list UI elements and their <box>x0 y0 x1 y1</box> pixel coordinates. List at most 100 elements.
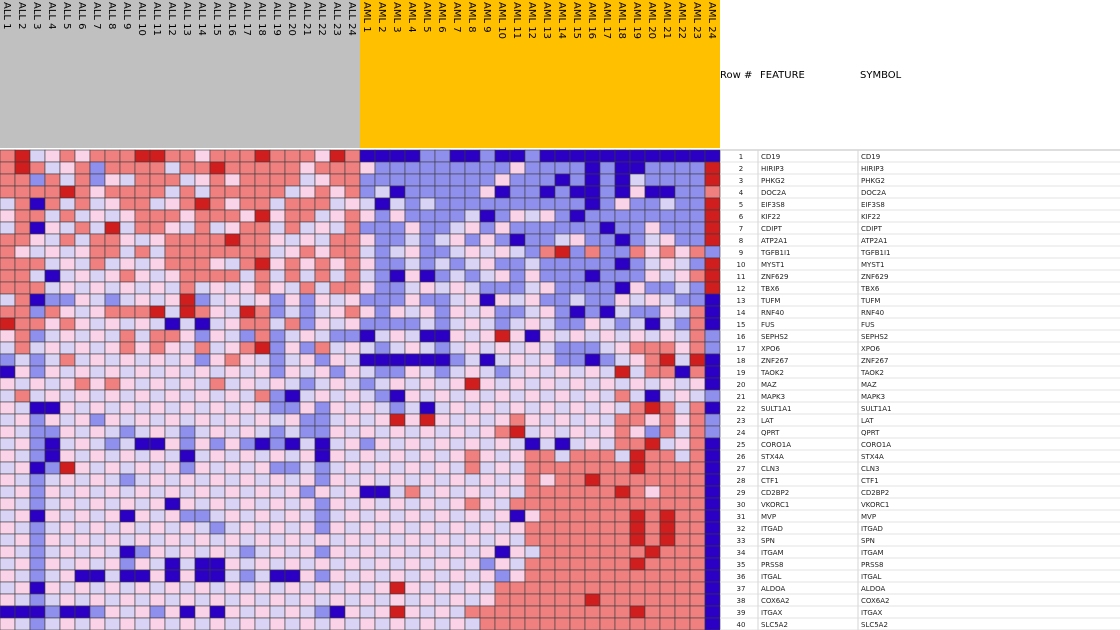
column-label: AML 19 <box>631 2 642 39</box>
symbol-name: VKORC1 <box>861 501 889 509</box>
heatmap-cell <box>524 305 541 319</box>
heatmap-cell <box>194 221 211 235</box>
heatmap-cell <box>584 293 601 307</box>
heatmap-cell <box>584 221 601 235</box>
heatmap-cell <box>29 173 46 187</box>
heatmap-cell <box>509 449 526 463</box>
heatmap-cell <box>344 425 361 439</box>
heatmap-cell <box>389 317 406 331</box>
heatmap-cell <box>629 389 646 403</box>
heatmap-cell <box>689 509 706 523</box>
heatmap-cell <box>239 341 256 355</box>
heatmap-cell <box>329 617 346 630</box>
heatmap-cell <box>0 353 16 367</box>
heatmap-cell <box>119 221 136 235</box>
heatmap-cell <box>314 569 331 583</box>
heatmap-cell <box>539 161 556 175</box>
column-label: ALL 9 <box>121 2 132 30</box>
heatmap-cell <box>524 593 541 607</box>
heatmap-cell <box>284 605 301 619</box>
heatmap-cell <box>29 617 46 630</box>
heatmap-cell <box>449 365 466 379</box>
heatmap-cell <box>164 581 181 595</box>
heatmap-cell <box>374 533 391 547</box>
heatmap-cell <box>104 401 121 415</box>
heatmap-cell <box>209 221 226 235</box>
heatmap-cell <box>449 545 466 559</box>
heatmap-cell <box>89 305 106 319</box>
heatmap-cell <box>329 605 346 619</box>
heatmap-cell <box>689 485 706 499</box>
heatmap-cell <box>464 197 481 211</box>
heatmap-cell <box>224 533 241 547</box>
heatmap-cell <box>104 605 121 619</box>
heatmap-cell <box>359 257 376 271</box>
heatmap-cell <box>569 245 586 259</box>
heatmap-cell <box>674 593 691 607</box>
heatmap-cell <box>0 581 16 595</box>
heatmap-cell <box>704 221 721 235</box>
heatmap-cell <box>359 341 376 355</box>
heatmap-cell <box>389 545 406 559</box>
heatmap-cell <box>299 233 316 247</box>
heatmap-cell <box>314 401 331 415</box>
heatmap-cell <box>434 497 451 511</box>
heatmap-cell <box>299 197 316 211</box>
heatmap-cell <box>314 329 331 343</box>
heatmap-cell <box>614 485 631 499</box>
heatmap-cell <box>164 149 181 163</box>
heatmap-cell <box>539 329 556 343</box>
heatmap-cell <box>59 461 76 475</box>
heatmap-cell <box>629 509 646 523</box>
heatmap-cell <box>104 461 121 475</box>
heatmap-cell <box>569 209 586 223</box>
heatmap-cell <box>344 617 361 630</box>
symbol-name: SPN <box>861 537 875 545</box>
heatmap-cell <box>254 209 271 223</box>
heatmap-cell <box>494 593 511 607</box>
row-number: 13 <box>737 297 746 305</box>
heatmap-cell <box>314 341 331 355</box>
feature-name: FUS <box>761 321 775 329</box>
heatmap-cell <box>404 557 421 571</box>
heatmap-cell <box>509 485 526 499</box>
heatmap-cell <box>44 593 61 607</box>
heatmap-cell <box>164 605 181 619</box>
heatmap-cell <box>344 257 361 271</box>
heatmap-cell <box>44 401 61 415</box>
heatmap-cell <box>239 389 256 403</box>
heatmap-cell <box>134 317 151 331</box>
heatmap-cell <box>494 185 511 199</box>
heatmap-cell <box>689 317 706 331</box>
row-number: 30 <box>737 501 746 509</box>
feature-name: ITGAL <box>761 573 782 581</box>
heatmap-cell <box>104 257 121 271</box>
heatmap-cell <box>179 233 196 247</box>
heatmap-cell <box>194 173 211 187</box>
heatmap-cell <box>599 449 616 463</box>
heatmap-cell <box>329 389 346 403</box>
heatmap-cell <box>389 389 406 403</box>
heatmap-cell <box>134 365 151 379</box>
heatmap-cell <box>569 365 586 379</box>
heatmap-cell <box>374 161 391 175</box>
heatmap-cell <box>164 521 181 535</box>
heatmap-cell <box>104 545 121 559</box>
heatmap-cell <box>539 317 556 331</box>
heatmap-cell <box>479 485 496 499</box>
heatmap-cell <box>59 389 76 403</box>
heatmap-cell <box>269 509 286 523</box>
heatmap-cell <box>659 473 676 487</box>
heatmap-cell <box>0 281 16 295</box>
heatmap-cell <box>464 461 481 475</box>
heatmap-cell <box>284 353 301 367</box>
row-number: 26 <box>737 453 746 461</box>
column-label: ALL 2 <box>16 2 27 30</box>
heatmap-cell <box>164 509 181 523</box>
heatmap-cell <box>434 509 451 523</box>
heatmap-cell <box>239 425 256 439</box>
heatmap-cell <box>134 353 151 367</box>
heatmap-cell <box>14 497 31 511</box>
heatmap-cell <box>644 425 661 439</box>
heatmap-cell <box>0 173 16 187</box>
